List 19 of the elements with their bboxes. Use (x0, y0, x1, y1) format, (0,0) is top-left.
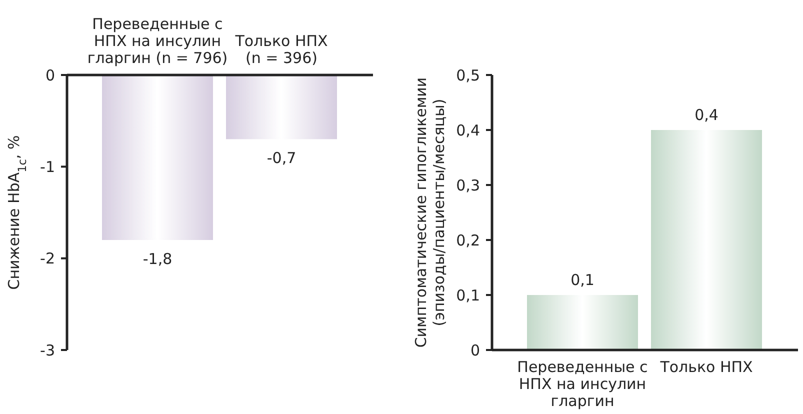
y-tick-label: -1 (40, 158, 55, 176)
x-tick-label: Переведенные с НПХ на инсулин гларгин (517, 358, 648, 410)
x-tick-label: Переведенные с НПХ на инсулин гларгин (n = 796) (87, 15, 228, 67)
y-tick-label: -3 (40, 341, 55, 360)
y-axis-title: Симптоматические гипогликемии (эпизоды/пациенты/месяцы) (412, 77, 448, 348)
data-label: 0,1 (570, 271, 594, 289)
y-tick-label: 0,2 (456, 231, 480, 250)
y-tick-label: 0,4 (456, 121, 480, 140)
x-tick-label: Только НПХ (n = 396) (234, 32, 328, 67)
x-tick-label: Только НПХ (659, 358, 753, 376)
y-tick-label: -2 (40, 250, 55, 268)
data-label: -1,8 (142, 250, 172, 268)
y-tick-label: 0 (470, 341, 480, 360)
data-label: 0,4 (694, 106, 718, 124)
y-tick-label: 0,1 (456, 286, 480, 304)
data-label: -0,7 (266, 149, 296, 168)
y-tick-label: 0 (45, 66, 55, 84)
y-tick-label: 0,3 (456, 176, 480, 194)
y-tick-label: 0,5 (456, 66, 480, 84)
